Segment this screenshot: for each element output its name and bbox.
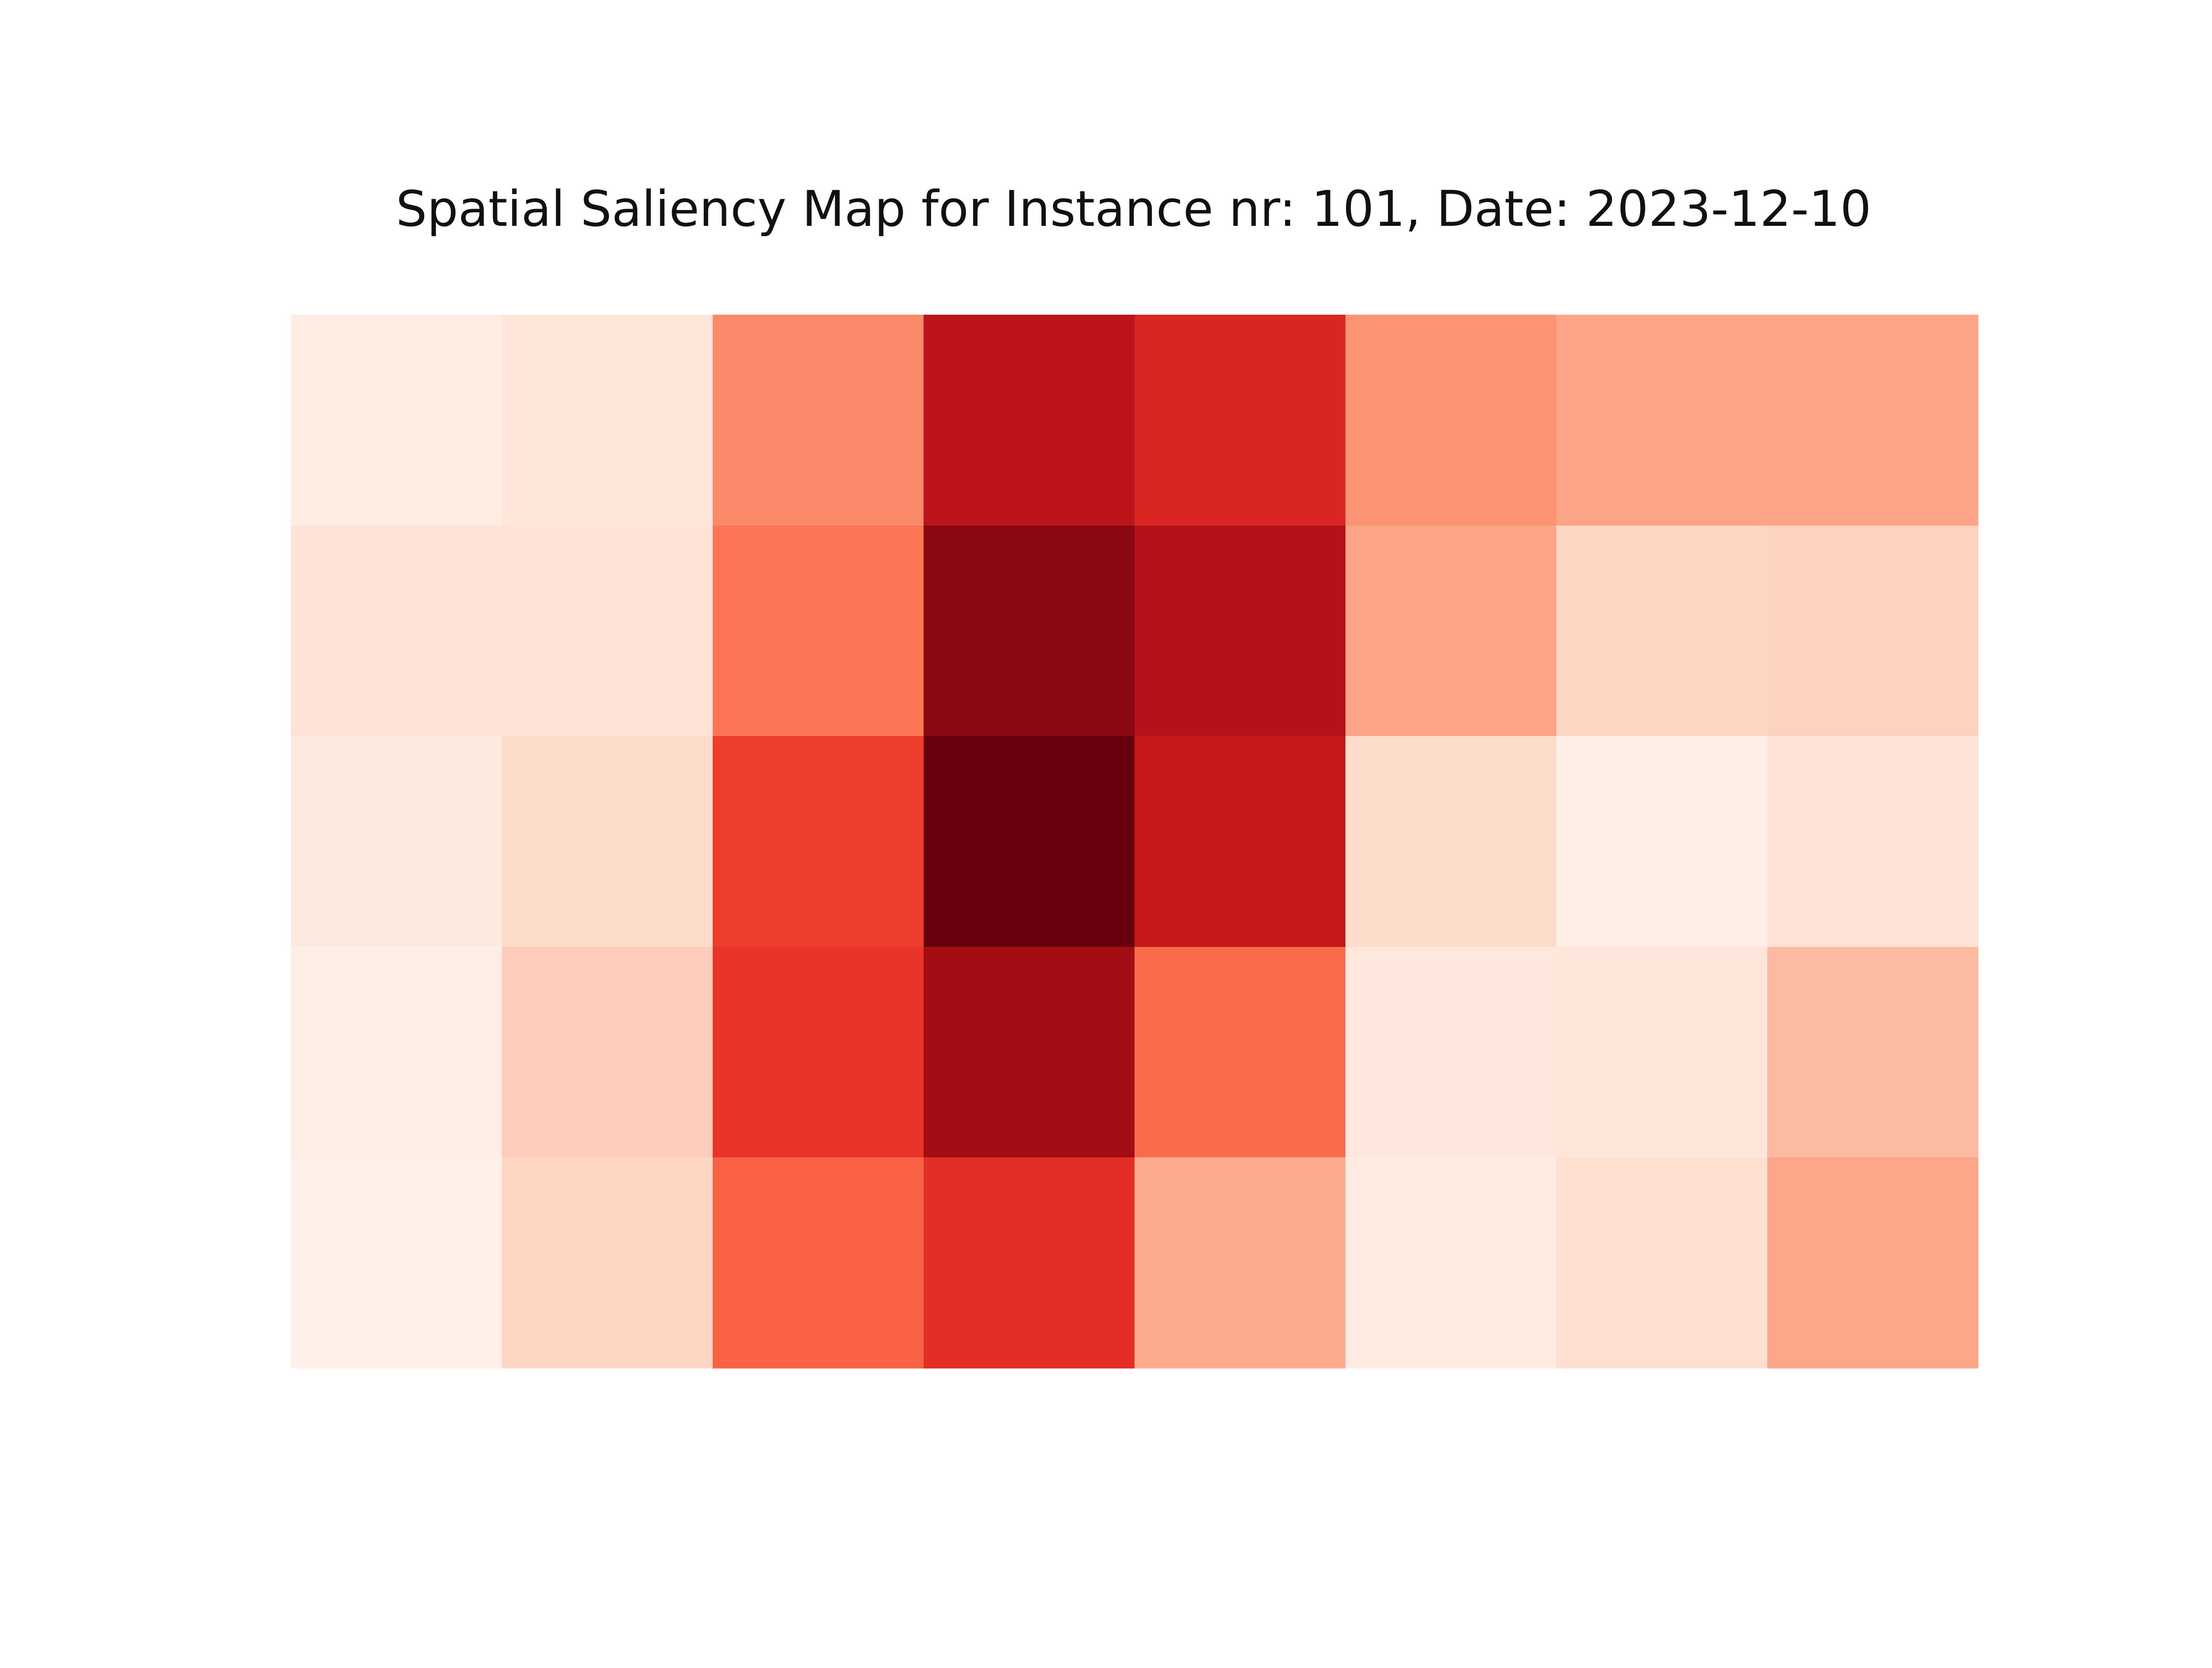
heatmap-cell-r3-c4 [1135, 947, 1346, 1158]
heatmap-cell-r2-c4 [1135, 736, 1346, 947]
heatmap-cell-r2-c7 [1767, 736, 1979, 947]
heatmap-cell-r4-c2 [713, 1157, 924, 1369]
heatmap-cell-r1-c3 [924, 526, 1135, 737]
chart-title: Spatial Saliency Map for Instance nr: 10… [396, 181, 1871, 238]
heatmap-cell-r2-c5 [1345, 736, 1557, 947]
heatmap-cell-r1-c7 [1767, 526, 1979, 737]
heatmap-cell-r2-c2 [713, 736, 924, 947]
heatmap-cell-r0-c4 [1135, 315, 1346, 526]
heatmap-cell-r0-c0 [291, 315, 502, 526]
heatmap-cell-r0-c6 [1556, 315, 1768, 526]
heatmap-cell-r4-c3 [924, 1157, 1135, 1369]
heatmap-cell-r1-c2 [713, 526, 924, 737]
heatmap-cell-r3-c2 [713, 947, 924, 1158]
heatmap-cell-r0-c5 [1345, 315, 1557, 526]
heatmap-cell-r4-c0 [291, 1157, 502, 1369]
heatmap-cell-r0-c3 [924, 315, 1135, 526]
heatmap-cell-r4-c5 [1345, 1157, 1557, 1369]
heatmap-cell-r4-c7 [1767, 1157, 1979, 1369]
heatmap-cell-r2-c6 [1556, 736, 1768, 947]
heatmap-cell-r3-c6 [1556, 947, 1768, 1158]
heatmap-cell-r1-c1 [502, 526, 713, 737]
heatmap-cell-r4-c6 [1556, 1157, 1768, 1369]
heatmap-cell-r1-c4 [1135, 526, 1346, 737]
heatmap-cell-r3-c0 [291, 947, 502, 1158]
heatmap-cell-r4-c4 [1135, 1157, 1346, 1369]
heatmap-cell-r2-c3 [924, 736, 1135, 947]
heatmap-cell-r1-c6 [1556, 526, 1768, 737]
heatmap-cell-r0-c2 [713, 315, 924, 526]
heatmap-cell-r1-c0 [291, 526, 502, 737]
heatmap-cell-r4-c1 [502, 1157, 713, 1369]
heatmap-cell-r3-c5 [1345, 947, 1557, 1158]
heatmap-grid [291, 315, 1979, 1369]
heatmap-cell-r3-c3 [924, 947, 1135, 1158]
heatmap-cell-r1-c5 [1345, 526, 1557, 737]
heatmap-cell-r3-c7 [1767, 947, 1979, 1158]
heatmap-cell-r2-c1 [502, 736, 713, 947]
heatmap-cell-r2-c0 [291, 736, 502, 947]
heatmap-cell-r0-c1 [502, 315, 713, 526]
heatmap-cell-r0-c7 [1767, 315, 1979, 526]
heatmap-cell-r3-c1 [502, 947, 713, 1158]
